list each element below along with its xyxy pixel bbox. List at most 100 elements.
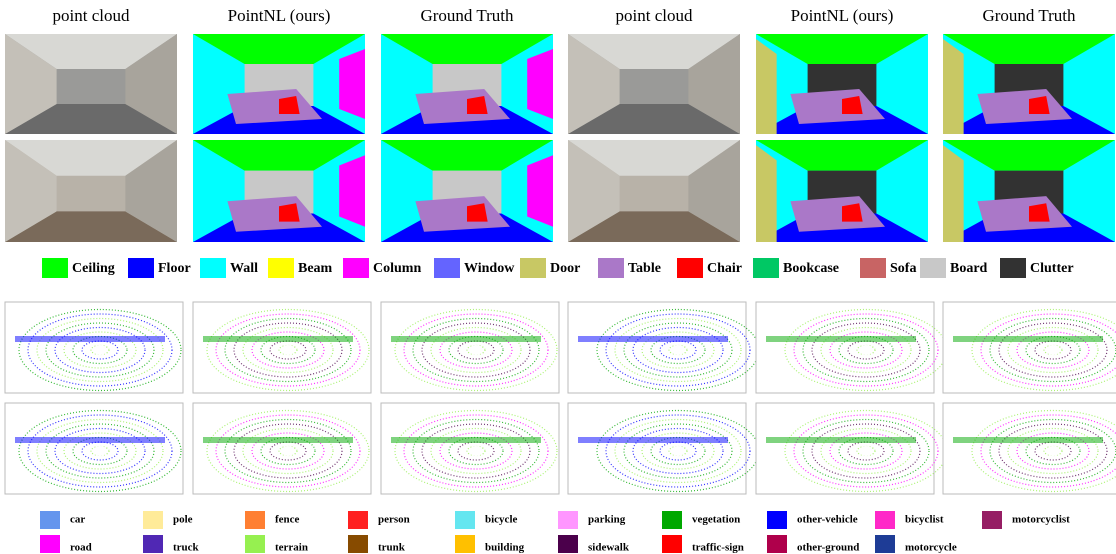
scan-ring (793, 414, 939, 488)
legend-swatch (143, 511, 163, 529)
veg-band (766, 336, 916, 342)
legend-swatch (767, 511, 787, 529)
scan-ring (971, 308, 1116, 392)
region (527, 49, 553, 119)
scene-image (193, 34, 365, 134)
legend-swatch (920, 258, 946, 278)
scan-ring (27, 313, 173, 387)
legend-swatch (348, 535, 368, 553)
scan-ring (466, 445, 486, 457)
scan-ring (269, 441, 307, 461)
scan-ring (856, 445, 876, 457)
legend-swatch (455, 535, 475, 553)
legend-label: car (70, 514, 85, 526)
scan-ring (54, 427, 146, 475)
legend-swatch (875, 535, 895, 553)
region (5, 104, 177, 134)
legend-swatch (662, 535, 682, 553)
scan-ring (448, 436, 504, 466)
region (125, 34, 177, 134)
scan-ring (421, 423, 531, 479)
scan-ring (989, 418, 1116, 484)
region (977, 196, 1072, 232)
scan-ring (90, 344, 110, 356)
scan-ring (448, 335, 504, 365)
scan-ring (668, 445, 688, 457)
legend-swatch (40, 511, 60, 529)
region (790, 196, 885, 232)
ego (671, 446, 685, 456)
lidar-image (942, 301, 1116, 394)
scene-image (756, 140, 928, 242)
lidar-image (380, 402, 560, 495)
scan-ring (605, 313, 751, 387)
scan-ring (72, 436, 128, 466)
scan-ring (457, 340, 495, 360)
scan-ring (439, 331, 513, 369)
legend-label: truck (173, 542, 200, 554)
legend-swatch (455, 511, 475, 529)
scan-ring (838, 436, 894, 466)
legend-label: terrain (275, 542, 308, 554)
scan-ring (466, 344, 486, 356)
scan-ring (260, 335, 316, 365)
region (943, 145, 964, 242)
region (842, 203, 863, 222)
scan-ring (829, 432, 903, 470)
scan-ring (278, 445, 298, 457)
legend-label: Table (628, 261, 661, 276)
veg-band (766, 437, 916, 443)
legend-swatch (860, 258, 886, 278)
legend-swatch (662, 511, 682, 529)
scan-ring (18, 409, 182, 493)
ego (93, 345, 107, 355)
scan-ring (430, 326, 522, 374)
lidar-image (380, 301, 560, 394)
scan-ring (811, 322, 921, 378)
legend-swatch (598, 258, 624, 278)
scan-ring (63, 432, 137, 470)
region (381, 34, 553, 64)
legend-swatch (200, 258, 226, 278)
region (5, 34, 177, 69)
legend-label: Sofa (890, 261, 916, 276)
legend-swatch (982, 511, 1002, 529)
scan-ring (81, 340, 119, 360)
legend-swatch (343, 258, 369, 278)
legend-swatch (558, 535, 578, 553)
column-header: point cloud (53, 6, 130, 25)
legend-label: Beam (298, 261, 333, 276)
veg-band (391, 437, 541, 443)
ego (469, 345, 483, 355)
region (756, 34, 928, 64)
scan-ring (641, 432, 715, 470)
region (568, 34, 740, 69)
scan-ring (430, 427, 522, 475)
scan-ring (856, 344, 876, 356)
scan-ring (90, 445, 110, 457)
region (381, 140, 553, 171)
ego (1046, 345, 1060, 355)
scan-ring (668, 344, 688, 356)
ego (859, 446, 873, 456)
lidar-image (567, 402, 760, 495)
scan-ring (980, 313, 1116, 387)
legend-swatch (128, 258, 154, 278)
scan-ring (1034, 441, 1072, 461)
region (1029, 203, 1050, 222)
scan-ring (811, 423, 921, 479)
ego (671, 345, 685, 355)
scan-ring (394, 308, 558, 392)
ego (281, 345, 295, 355)
scan-ring (650, 335, 706, 365)
scan-ring (233, 423, 343, 479)
region (193, 140, 365, 171)
legend-swatch (677, 258, 703, 278)
scan-ring (54, 326, 146, 374)
legend-label: other-ground (797, 542, 859, 554)
region (193, 34, 365, 64)
scan-ring (820, 427, 912, 475)
region (977, 89, 1072, 124)
scan-ring (251, 432, 325, 470)
scan-ring (802, 317, 930, 383)
